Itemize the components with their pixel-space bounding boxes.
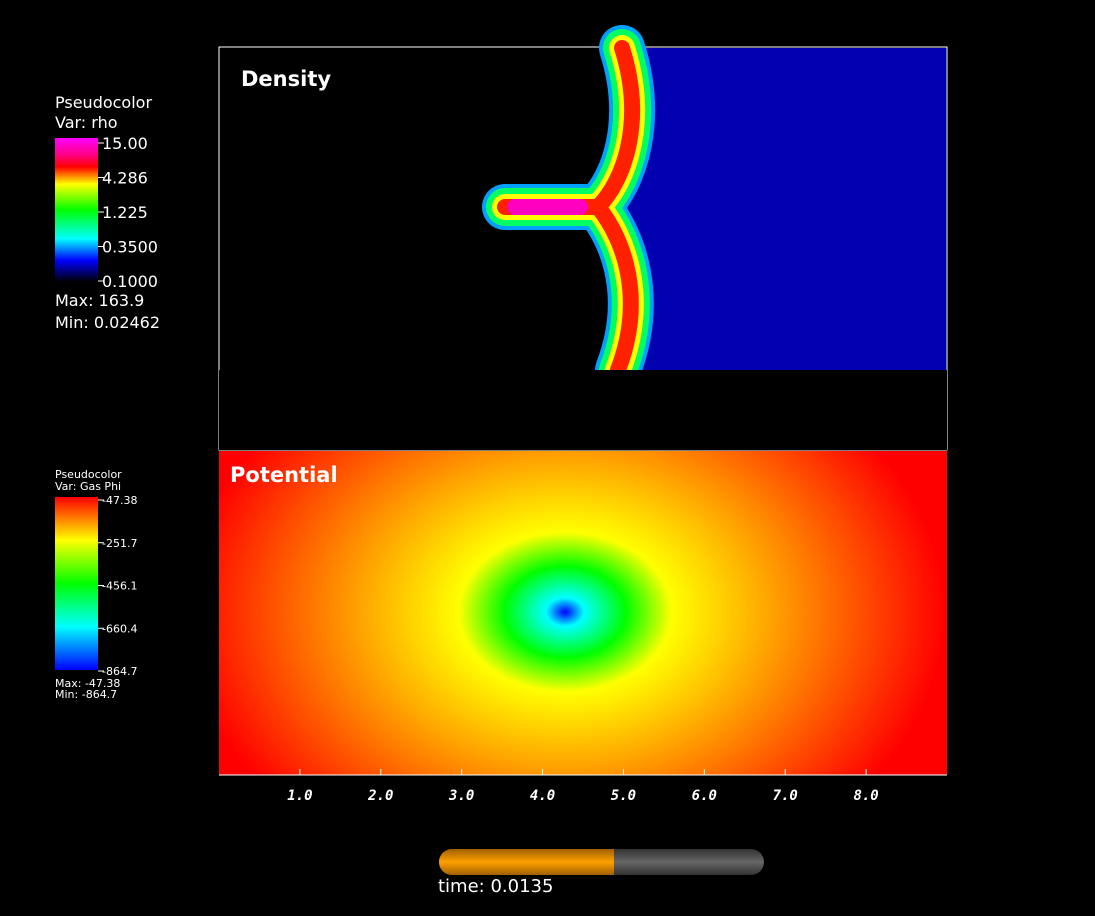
ambient-gas — [612, 48, 946, 370]
legend-tick-label: 4.286 — [102, 169, 148, 188]
legend-tick-label: 1.225 — [102, 203, 148, 222]
legend-tick-label: 0.3500 — [102, 238, 158, 257]
x-tick-label: 1.0 — [287, 788, 312, 804]
legend-max: Max: -47.38 — [55, 677, 120, 690]
panel-title: Potential — [230, 463, 338, 487]
legend-max: Max: 163.9 — [55, 291, 144, 310]
x-tick-label: 6.0 — [692, 788, 717, 804]
legend-tick-label: -864.7 — [102, 665, 137, 678]
time-label: time: 0.0135 — [438, 876, 553, 897]
legend-tick-label: 0.1000 — [102, 272, 158, 291]
legend-tick-label: 15.00 — [102, 134, 148, 153]
legend-var: Var: Gas Phi — [55, 480, 121, 493]
potential-field — [219, 451, 947, 775]
legend-heading: Pseudocolor — [55, 468, 122, 481]
colorbar — [55, 138, 98, 282]
legend-heading: Pseudocolor — [55, 93, 152, 112]
legend-min: Min: 0.02462 — [55, 313, 160, 332]
colorbar — [55, 497, 98, 670]
x-tick-label: 7.0 — [773, 788, 798, 804]
panel-title: Density — [241, 67, 331, 91]
legend-var: Var: rho — [55, 113, 118, 132]
legend-tick-label: -251.7 — [102, 537, 137, 550]
time-progress — [439, 849, 614, 875]
legend-tick-label: -47.38 — [102, 494, 137, 507]
x-tick-label: 4.0 — [530, 788, 555, 804]
jet — [482, 25, 656, 393]
legend-min: Min: -864.7 — [55, 688, 117, 701]
x-tick-label: 5.0 — [611, 788, 636, 804]
x-tick-label: 2.0 — [367, 788, 393, 804]
x-tick-label: 8.0 — [853, 788, 878, 804]
x-tick-label: 3.0 — [448, 788, 474, 804]
legend-tick-label: -456.1 — [102, 580, 137, 593]
mask — [219, 370, 947, 450]
legend-tick-label: -660.4 — [102, 622, 137, 635]
